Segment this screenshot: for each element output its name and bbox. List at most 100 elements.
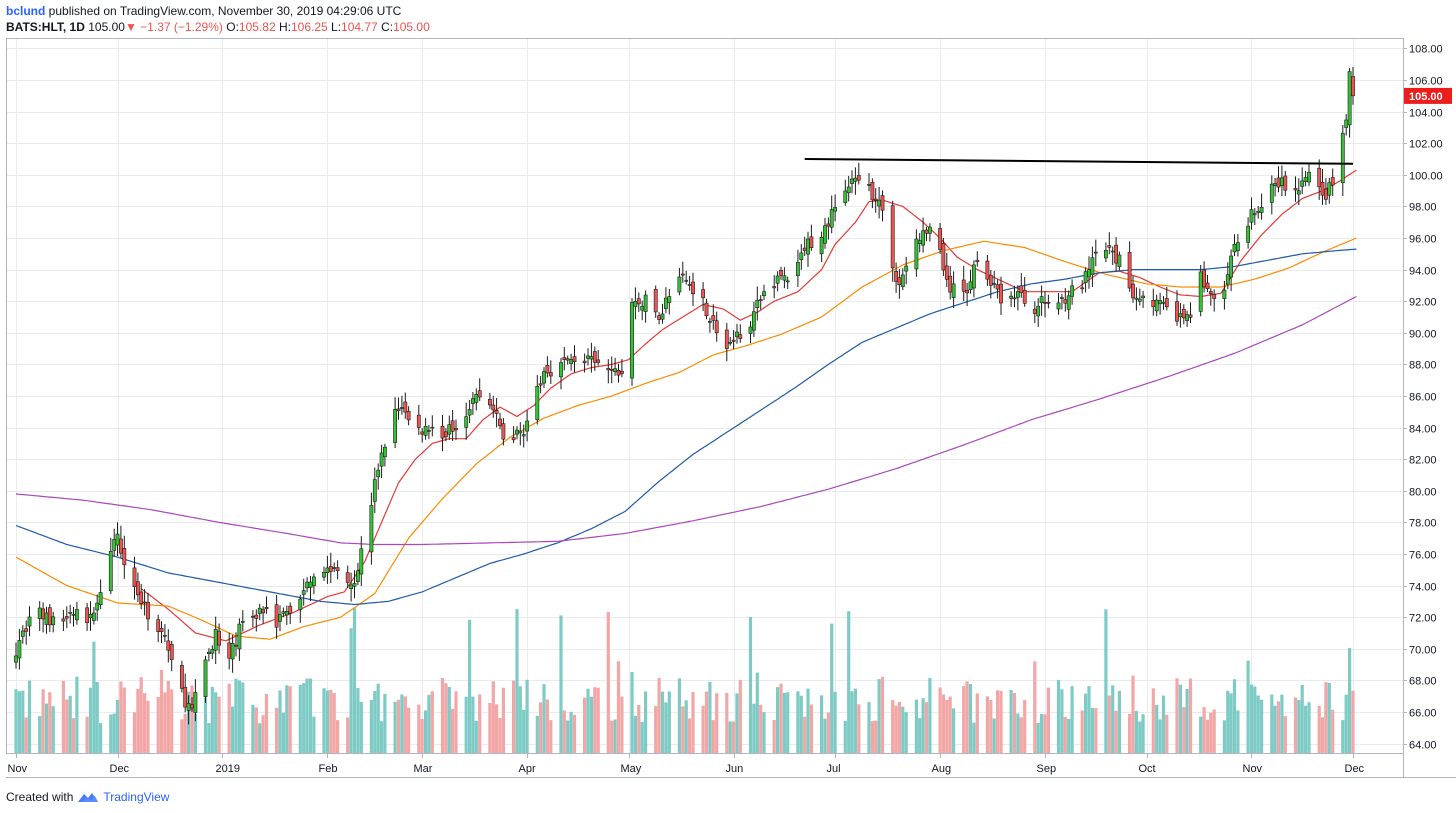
candle-body xyxy=(1344,119,1349,128)
volume-bar xyxy=(1188,678,1193,753)
candle-body xyxy=(755,299,760,309)
candle-body xyxy=(352,583,357,587)
x-tick-label: Jul xyxy=(827,763,841,775)
y-tick-label: 100.00 xyxy=(1409,171,1443,183)
candle-body xyxy=(75,609,79,621)
candle-body xyxy=(1022,289,1027,304)
moving-average-ma50 xyxy=(15,237,1357,640)
candle-body xyxy=(1141,295,1146,299)
volume-bar xyxy=(1185,689,1189,753)
volume-bar xyxy=(1040,714,1044,753)
y-tick-label: 66.00 xyxy=(1409,708,1437,720)
author-link[interactable]: bclund xyxy=(6,4,46,18)
candle-body xyxy=(988,274,993,286)
volume-bar xyxy=(95,682,99,753)
candle-body xyxy=(542,371,546,384)
volume-bar xyxy=(566,720,570,753)
candle-body xyxy=(1019,285,1024,293)
volume-bar xyxy=(1155,704,1159,753)
publish-header: bclund published on TradingView.com, Nov… xyxy=(6,3,401,19)
candle-body xyxy=(616,369,621,376)
candle-body xyxy=(619,370,624,374)
volume-bar xyxy=(380,721,384,753)
moving-average-ma20 xyxy=(140,169,1357,642)
candle-body xyxy=(278,614,282,622)
candle-body xyxy=(311,576,316,587)
tradingview-link[interactable]: TradingView xyxy=(103,790,170,804)
volume-bar xyxy=(288,686,292,753)
candle-body xyxy=(1164,298,1169,308)
candle-body xyxy=(423,425,428,436)
volume-bar xyxy=(921,698,925,753)
candle-body xyxy=(1324,188,1328,200)
volume-bar xyxy=(214,692,218,753)
volume-bar xyxy=(874,720,878,753)
candle-body xyxy=(61,618,66,622)
volume-bar xyxy=(1273,705,1277,753)
last-price: 105.00 xyxy=(88,20,125,34)
candle-body xyxy=(1137,298,1142,302)
candle-body xyxy=(592,351,597,363)
volume-bar xyxy=(1226,690,1230,753)
volume-bar xyxy=(302,683,306,753)
candle-body xyxy=(1246,225,1251,243)
volume-bar xyxy=(867,701,871,753)
candle-body xyxy=(169,643,174,660)
volume-bar xyxy=(346,717,350,753)
candle-body xyxy=(775,275,780,284)
candle-body xyxy=(1188,314,1193,318)
candle-body xyxy=(1232,244,1237,253)
candle-body xyxy=(95,602,100,611)
volume-bar xyxy=(894,705,898,753)
candle-body xyxy=(660,313,665,320)
volume-bar xyxy=(454,691,458,753)
candle-body xyxy=(1317,167,1322,188)
candle-body xyxy=(762,291,766,297)
candle-body xyxy=(274,604,279,628)
candle-body xyxy=(1039,296,1044,303)
volume-bar xyxy=(21,690,25,753)
candle-body xyxy=(586,355,590,359)
volume-bar xyxy=(1327,683,1331,753)
volume-bar xyxy=(1009,690,1013,753)
candle-body xyxy=(261,609,266,614)
volume-bar xyxy=(112,713,116,753)
volume-bar xyxy=(677,678,681,753)
volume-bar xyxy=(1307,702,1311,753)
y-tick-label: 78.00 xyxy=(1409,518,1437,530)
volume-bar xyxy=(1246,660,1250,753)
volume-bar xyxy=(728,721,732,753)
candle-body xyxy=(1307,171,1311,183)
candle-body xyxy=(1330,177,1335,186)
candle-body xyxy=(345,572,350,583)
volume-bar xyxy=(14,689,18,753)
volume-bar xyxy=(329,690,333,753)
candle-body xyxy=(301,590,306,595)
candle-body xyxy=(159,628,164,632)
candle-body xyxy=(951,283,956,298)
volume-bar xyxy=(180,719,184,753)
candle-body xyxy=(1161,301,1166,304)
volume-bar xyxy=(68,695,72,753)
candle-body xyxy=(454,427,458,431)
volume-bar xyxy=(447,686,451,753)
volume-bar xyxy=(904,712,908,753)
volume-bars xyxy=(14,608,1355,753)
volume-bar xyxy=(620,696,624,753)
volume-bar xyxy=(1280,694,1284,753)
candle-body xyxy=(420,431,425,435)
volume-bar xyxy=(1023,700,1027,753)
volume-bar xyxy=(924,702,929,753)
volume-bar xyxy=(962,686,966,753)
candle-body xyxy=(995,284,1000,290)
candle-body xyxy=(711,315,716,321)
tradingview-logo-icon[interactable] xyxy=(77,791,99,803)
candle-body xyxy=(900,274,905,287)
volume-bar xyxy=(1297,700,1301,753)
volume-bar xyxy=(407,707,411,753)
volume-bar xyxy=(891,700,895,753)
volume-bar xyxy=(1331,709,1335,753)
volume-bar xyxy=(166,680,170,753)
candle-body xyxy=(1060,297,1064,299)
